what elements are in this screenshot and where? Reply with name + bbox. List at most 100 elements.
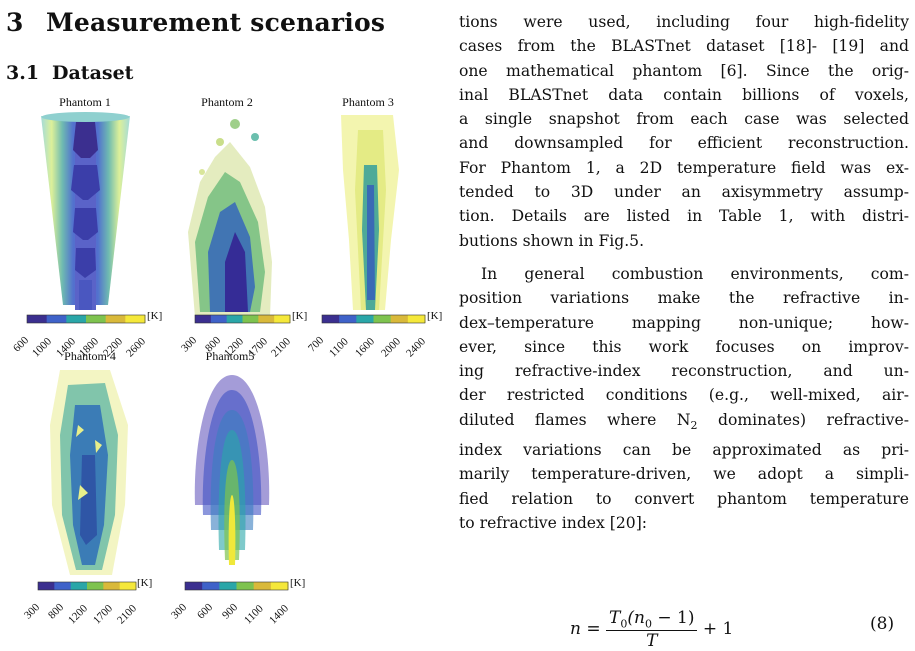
colorbar-segment (373, 315, 392, 323)
colorbar-tick-label: 2600 (124, 334, 149, 360)
colorbar-segment (125, 315, 146, 323)
colorbar-segment (258, 315, 275, 323)
colorbar-segment (226, 315, 243, 323)
text-line: tended to 3D under an axisymmetry assump… (459, 183, 909, 202)
paragraph-2: In general combustion environments, com-… (459, 262, 909, 535)
colorbar-tick-label: 300 (168, 601, 189, 622)
equation-fraction: T0(n0 − 1) T (606, 608, 698, 651)
text-line: index variations can be approximated as … (459, 441, 909, 460)
colorbar-segment (242, 315, 259, 323)
eq-n: (n (627, 608, 645, 628)
colorbar-segment (27, 315, 48, 323)
text-line: marily temperature-driven, we adopt a si… (459, 465, 909, 484)
phantom-5-colorbar (184, 581, 289, 591)
equation-numerator: T0(n0 − 1) (606, 608, 698, 632)
text-line: fied relation to convert phantom tempera… (459, 489, 909, 508)
colorbar-tick-label: 1100 (241, 602, 266, 627)
text-line: For Phantom 1, a 2D temperature field wa… (459, 158, 909, 177)
colorbar-frame (26, 314, 146, 324)
phantom-2-unit: [K] (292, 310, 308, 322)
colorbar-tick-label: 2000 (378, 334, 403, 360)
text-line: cases from the BLASTnet dataset [18]- [1… (459, 37, 909, 56)
text-line: tions were used, including four high-fid… (459, 13, 909, 31)
text-line: ing refractive-index reconstruction, and… (459, 362, 909, 381)
colorbar-frame (321, 314, 426, 324)
colorbar-segment (38, 582, 55, 590)
text-line: der restricted conditions (e.g., well-mi… (459, 386, 909, 405)
colorbar-tick-label: 1700 (90, 601, 115, 627)
phantom-2-colorbar (194, 314, 291, 324)
text-line: tion. Details are listed in Table 1, wit… (459, 207, 909, 226)
phantom-1-unit: [K] (147, 310, 163, 322)
colorbar-tick-label: 2100 (269, 334, 294, 360)
colorbar-segment (119, 582, 137, 590)
equation: n = T0(n0 − 1) T + 1 (570, 608, 733, 651)
phantom-2-title: Phantom 2 (201, 95, 253, 109)
colorbar-segment (210, 315, 228, 323)
text-line: position variations make the refractive … (459, 289, 909, 308)
phantom-3-colorbar (321, 314, 426, 324)
phantom-5-title: Phantom5 (205, 349, 255, 363)
eq-sub2: 0 (644, 617, 652, 631)
colorbar-segment (236, 582, 255, 590)
colorbar-frame (194, 314, 291, 324)
text-line: diluted flames where N2 dominates) refra… (459, 408, 909, 438)
eq-tail: − 1) (651, 608, 695, 628)
colorbar-segment (253, 582, 272, 590)
colorbar-tick-label: 1400 (267, 601, 292, 627)
colorbar-tick-label: 600 (194, 601, 215, 622)
phantom-1-colorbar (26, 314, 146, 324)
colorbar-segment (103, 582, 121, 590)
colorbar-segment (390, 315, 409, 323)
paragraph-1: tions were used, including four high-fid… (459, 10, 909, 253)
text-line: one mathematical phantom [6]. Since the … (459, 61, 909, 80)
phantom-3-image (341, 115, 399, 310)
colorbar-tick-label: 600 (10, 334, 31, 355)
eq-den: T (646, 631, 658, 651)
text-line: butions shown in Fig.5. (459, 231, 645, 250)
colorbar-tick-label: 1600 (352, 334, 377, 360)
colorbar-frame (37, 581, 137, 591)
colorbar-tick-label: 900 (220, 601, 241, 622)
subsection-number: 3.1 (6, 62, 40, 84)
equation-tail: + 1 (702, 619, 734, 640)
equation-number: (8) (870, 614, 895, 634)
colorbar-segment (339, 315, 357, 323)
colorbar-tick-label: 1000 (30, 334, 55, 360)
text-line: to refractive index [20]: (459, 514, 648, 533)
text-line: a single snapshot from each case was sel… (459, 110, 909, 129)
colorbar-segment (219, 582, 237, 590)
phantom-5-unit: [K] (290, 577, 306, 589)
colorbar-segment (322, 315, 340, 323)
section-title: Measurement scenarios (46, 8, 386, 37)
phantom-2-image (188, 119, 272, 317)
phantom-1-image (41, 112, 130, 310)
phantom-3-title: Phantom 3 (342, 95, 394, 109)
colorbar-segment (54, 582, 72, 590)
colorbar-segment (86, 315, 107, 323)
colorbar-segment (66, 315, 87, 323)
colorbar-segment (407, 315, 426, 323)
colorbar-tick-label: 300 (21, 601, 42, 622)
eq-T: T (609, 608, 621, 628)
colorbar-segment (202, 582, 220, 590)
colorbar-segment (195, 315, 212, 323)
colorbar-tick-label: 2400 (404, 334, 429, 360)
section-number: 3 (6, 8, 24, 37)
equation-lhs: n = (570, 619, 601, 640)
text-line: inal BLASTnet data contain billions of v… (459, 85, 909, 104)
phantom-4-colorbar (37, 581, 137, 591)
text-line: ever, since this work focuses on improv- (459, 337, 909, 356)
colorbar-tick-label: 1100 (327, 335, 351, 360)
section-heading: 3 Measurement scenarios (6, 8, 385, 37)
equation-denominator: T (606, 631, 697, 651)
subscript: 2 (690, 418, 698, 432)
text-fragment: diluted flames where N (459, 410, 691, 429)
text-line: In general combustion environments, com- (481, 264, 909, 283)
colorbar-segment (105, 315, 126, 323)
colorbar-tick-label: 800 (46, 601, 67, 622)
phantom-1-title: Phantom 1 (59, 95, 111, 109)
text-fragment: dominates) refractive- (697, 410, 909, 429)
phantom-5-image (194, 375, 270, 565)
body-text: tions were used, including four high-fid… (459, 10, 909, 535)
